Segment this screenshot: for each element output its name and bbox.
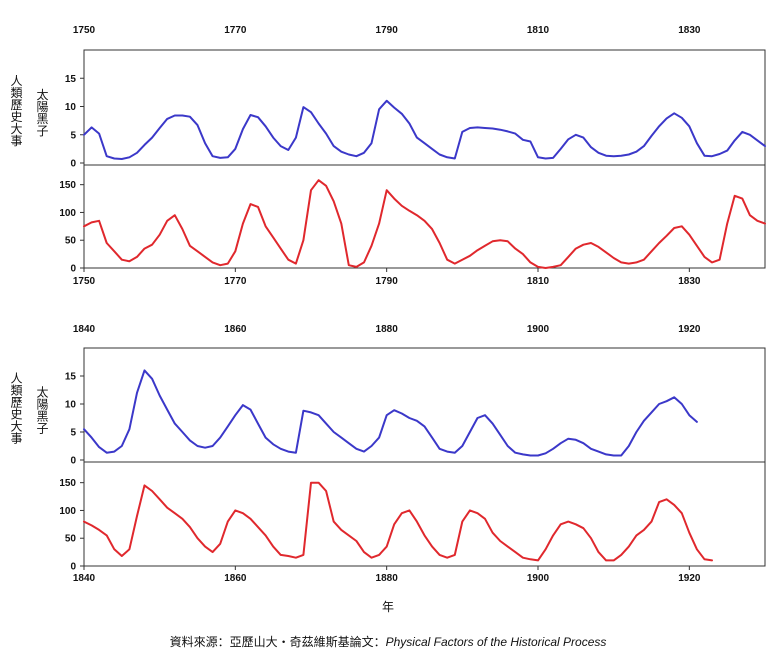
y-tick-label-top: 5 bbox=[70, 428, 76, 439]
y-tick-label-top: 0 bbox=[70, 456, 76, 467]
y-axis-label-top: 太陽黑子 bbox=[35, 385, 49, 434]
y-axis-label-bottom: 人類歷史大事 bbox=[9, 74, 23, 146]
chart-1750-1840: 1750 1750 1770 1770 1790 1790 1810 1810 1830 1830… bbox=[9, 25, 766, 287]
x-tick-label-top: 1830 bbox=[678, 25, 701, 36]
y-tick-label-top: 0 bbox=[70, 159, 76, 170]
x-tick-label-top: 1840 bbox=[73, 324, 96, 335]
x-tick-label-bottom: 1810 bbox=[527, 276, 550, 287]
source-prefix: 資料來源：亞歷山大・奇茲維斯基論文： bbox=[170, 634, 386, 649]
history-events-series-line bbox=[83, 481, 713, 562]
x-tick-label-top: 1880 bbox=[376, 324, 399, 335]
plot-frame bbox=[83, 347, 766, 567]
plot-frame bbox=[83, 49, 766, 269]
y-tick-label-bottom: 150 bbox=[59, 478, 76, 489]
y-tick-label-bottom: 0 bbox=[70, 562, 76, 573]
sunspot-series-line bbox=[83, 99, 766, 160]
x-tick-label-top: 1770 bbox=[224, 25, 247, 36]
y-tick-label-top: 10 bbox=[65, 400, 77, 411]
x-tick-label-top: 1810 bbox=[527, 25, 550, 36]
y-tick-label-bottom: 50 bbox=[65, 534, 77, 545]
x-tick-label-top: 1920 bbox=[678, 324, 701, 335]
x-tick-label-bottom: 1790 bbox=[376, 276, 399, 287]
chart-1840-1930: 1840 1840 1860 1860 1880 1880 1900 1900 1920 1920… bbox=[9, 324, 766, 584]
x-tick-label-top: 1750 bbox=[73, 25, 96, 36]
x-axis-label: 年 bbox=[382, 600, 394, 614]
x-tick-label-bottom: 1840 bbox=[73, 573, 96, 584]
x-tick-label-bottom: 1750 bbox=[73, 276, 96, 287]
x-tick-label-bottom: 1830 bbox=[678, 276, 701, 287]
y-axis-label-bottom: 人類歷史大事 bbox=[9, 372, 23, 444]
x-tick-label-bottom: 1900 bbox=[527, 573, 550, 584]
y-tick-label-top: 5 bbox=[70, 130, 76, 141]
sunspot-series-line bbox=[83, 369, 698, 457]
x-tick-label-top: 1900 bbox=[527, 324, 550, 335]
source-caption: 資料來源：亞歷山大・奇茲維斯基論文：Physical Factors of th… bbox=[170, 634, 607, 649]
x-tick-label-bottom: 1770 bbox=[224, 276, 247, 287]
y-tick-label-top: 15 bbox=[65, 74, 77, 85]
source-title: Physical Factors of the Historical Proce… bbox=[386, 635, 607, 649]
y-tick-label-bottom: 100 bbox=[59, 208, 76, 219]
x-tick-label-top: 1790 bbox=[376, 25, 399, 36]
y-tick-label-bottom: 150 bbox=[59, 180, 76, 191]
history-events-series-line bbox=[83, 179, 766, 269]
x-tick-label-bottom: 1880 bbox=[376, 573, 399, 584]
y-tick-label-top: 15 bbox=[65, 372, 77, 383]
y-tick-label-bottom: 100 bbox=[59, 506, 76, 517]
x-tick-label-bottom: 1920 bbox=[678, 573, 701, 584]
x-tick-label-bottom: 1860 bbox=[224, 573, 247, 584]
y-tick-label-bottom: 0 bbox=[70, 264, 76, 275]
x-tick-label-top: 1860 bbox=[224, 324, 247, 335]
y-tick-label-bottom: 50 bbox=[65, 236, 77, 247]
y-tick-label-top: 10 bbox=[65, 102, 77, 113]
y-axis-label-top: 太陽黑子 bbox=[35, 87, 49, 136]
